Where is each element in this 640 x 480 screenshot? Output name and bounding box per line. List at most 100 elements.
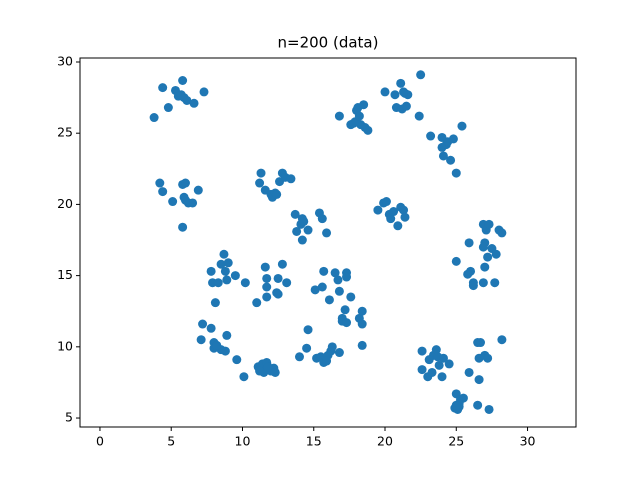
point (158, 83, 168, 93)
point (431, 345, 441, 355)
point (180, 178, 190, 188)
point (464, 367, 474, 377)
point (484, 219, 494, 229)
point (327, 342, 337, 352)
point (176, 90, 186, 100)
point (297, 235, 307, 245)
point (334, 348, 344, 358)
point (240, 278, 250, 288)
point (349, 118, 359, 128)
point (438, 151, 448, 161)
point (239, 372, 249, 382)
point (232, 355, 242, 365)
point (483, 353, 493, 363)
point (381, 197, 391, 207)
point (354, 111, 364, 121)
point (317, 282, 327, 292)
point (363, 125, 373, 135)
point (393, 221, 403, 231)
point (451, 400, 461, 410)
point (213, 278, 223, 288)
point (189, 98, 199, 108)
x-tick-label: 0 (96, 434, 104, 449)
point (220, 346, 230, 356)
point (260, 262, 270, 272)
point (210, 298, 220, 308)
point (180, 195, 190, 205)
point (437, 372, 447, 382)
point (451, 256, 461, 266)
point (155, 178, 165, 188)
point (255, 178, 265, 188)
point (272, 288, 282, 298)
point (457, 121, 467, 131)
point (182, 95, 192, 105)
point (373, 205, 383, 215)
x-tick-label: 15 (306, 434, 322, 449)
point (206, 323, 216, 333)
point (400, 212, 410, 222)
point (322, 356, 332, 366)
chart-title: n=200 (data) (278, 34, 379, 52)
point (230, 271, 240, 281)
point (424, 355, 434, 365)
point (446, 155, 456, 165)
point (491, 249, 501, 259)
point (256, 168, 266, 178)
point (290, 209, 300, 219)
point (497, 228, 507, 238)
point (178, 222, 188, 232)
point (342, 318, 352, 328)
point (389, 207, 399, 217)
point (262, 282, 272, 292)
point (212, 340, 222, 350)
y-tick-label: 5 (65, 410, 73, 425)
y-tick-label: 10 (57, 338, 73, 353)
point (473, 400, 483, 410)
point (414, 111, 424, 121)
point (483, 252, 493, 262)
point (416, 70, 426, 80)
y-tick-label: 20 (57, 196, 73, 211)
point (222, 330, 232, 340)
y-tick-label: 25 (57, 125, 73, 140)
point (357, 306, 367, 316)
point (399, 87, 409, 97)
point (340, 305, 350, 315)
point (158, 187, 168, 197)
point (163, 103, 173, 113)
point (196, 335, 206, 345)
point (282, 278, 292, 288)
point (255, 366, 265, 376)
x-tick-label: 25 (448, 434, 464, 449)
point (263, 362, 273, 372)
point (417, 346, 427, 356)
point (294, 352, 304, 362)
point (222, 275, 232, 285)
point (480, 262, 490, 272)
point (484, 404, 494, 414)
point (444, 359, 454, 369)
point (219, 249, 229, 259)
point (198, 319, 208, 329)
point (396, 78, 406, 88)
point (438, 353, 448, 363)
point (474, 375, 484, 385)
point (193, 185, 203, 195)
point (199, 87, 209, 97)
point (223, 258, 233, 268)
point (334, 111, 344, 121)
y-tick-label: 15 (57, 267, 73, 282)
axes-frame (79, 57, 577, 428)
point (168, 197, 178, 207)
point (270, 367, 280, 377)
point (302, 343, 312, 353)
point (401, 101, 411, 111)
point (490, 278, 500, 288)
point (334, 286, 344, 296)
point (178, 76, 188, 86)
point (216, 259, 226, 269)
point (464, 238, 474, 248)
point (478, 278, 488, 288)
